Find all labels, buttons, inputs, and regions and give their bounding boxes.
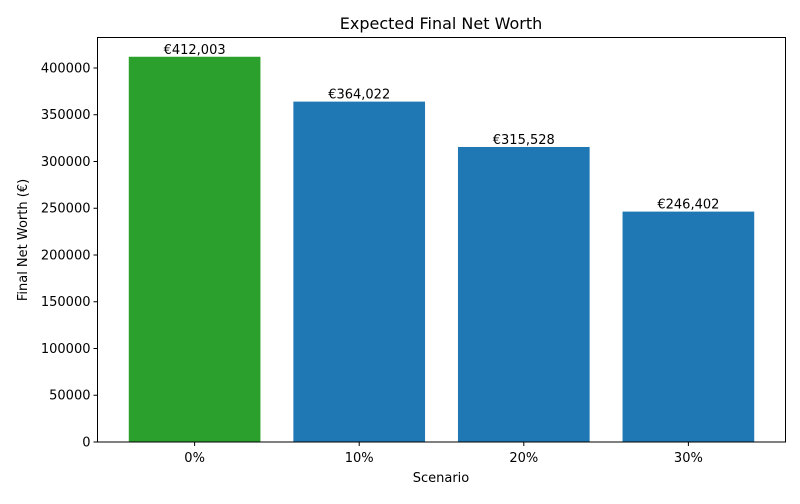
- x-axis-label: Scenario: [413, 471, 470, 486]
- y-tick-label: 250000: [41, 202, 91, 217]
- bar-20%: [457, 146, 590, 442]
- y-tick-label: 150000: [41, 295, 91, 310]
- plot-frame: [97, 37, 786, 443]
- x-tick-label: 0%: [184, 451, 205, 466]
- x-tick-label: 20%: [509, 451, 538, 466]
- data-label: €246,402: [657, 198, 719, 213]
- data-label: €412,003: [164, 43, 226, 58]
- x-tick-label: 30%: [674, 451, 703, 466]
- y-tick-label: 100000: [41, 342, 91, 357]
- bars: €412,003 €364,022 €315,528 €246,402: [128, 43, 755, 443]
- y-tick-label: 350000: [41, 108, 91, 123]
- y-tick-label: 0: [82, 436, 90, 451]
- y-tick-label: 300000: [41, 155, 91, 170]
- ticks: 0% 10% 20% 30% 0 50000 100000 150000 200000 25000…: [41, 61, 703, 466]
- data-label: €364,022: [328, 88, 390, 103]
- y-tick-label: 200000: [41, 248, 91, 263]
- x-tick-label: 10%: [345, 451, 374, 466]
- y-axis-label: Final Net Worth (€): [16, 179, 31, 301]
- bar-0%: [128, 56, 261, 442]
- y-tick-label: 50000: [49, 389, 90, 404]
- chart-title: Expected Final Net Worth: [340, 14, 543, 33]
- bar-10%: [293, 101, 426, 443]
- data-label: €315,528: [493, 133, 555, 148]
- y-tick-label: 400000: [41, 61, 91, 76]
- bar-30%: [622, 211, 755, 442]
